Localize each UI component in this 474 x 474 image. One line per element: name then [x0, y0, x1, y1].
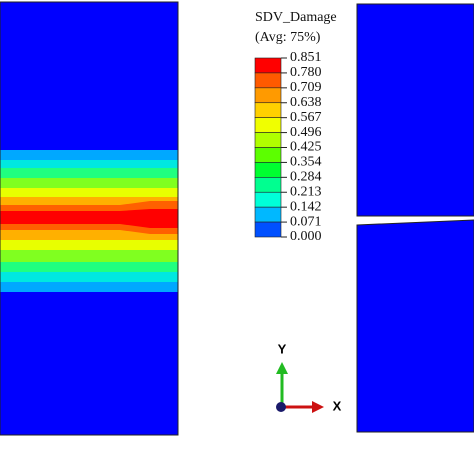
legend-label: 0.425 [290, 140, 322, 155]
legend: SDV_Damage (Avg: 75%) 0.8510.7800.7090.6… [254, 10, 337, 244]
legend-swatch [254, 221, 282, 238]
legend-swatch [254, 132, 282, 148]
legend-label: 0.851 [290, 50, 322, 65]
legend-label: 0.000 [290, 229, 322, 244]
legend-label: 0.213 [290, 184, 322, 199]
legend-swatch [254, 191, 282, 208]
y-axis-label: Y [278, 341, 287, 356]
left-specimen [0, 1, 179, 436]
legend-swatch [254, 177, 282, 193]
legend-label: 0.567 [290, 110, 322, 125]
legend-swatch [254, 162, 282, 178]
legend-label: 0.071 [290, 214, 322, 229]
legend-swatch [254, 117, 282, 133]
legend-label: 0.284 [290, 170, 322, 185]
legend-title: SDV_Damage [255, 10, 337, 25]
legend-label: 0.496 [290, 125, 322, 140]
legend-swatch [254, 206, 282, 223]
legend-swatch [254, 102, 282, 118]
legend-label: 0.354 [290, 155, 322, 170]
legend-label: 0.709 [290, 80, 322, 95]
legend-label: 0.142 [290, 199, 322, 214]
x-axis-label: X [333, 398, 342, 413]
legend-label: 0.638 [290, 95, 322, 110]
legend-subtitle: (Avg: 75%) [255, 30, 321, 45]
legend-swatch [254, 147, 282, 163]
legend-swatch [254, 57, 282, 74]
right-specimen [356, 3, 474, 433]
axis-triad: Y X [276, 341, 342, 413]
legend-swatch [254, 72, 282, 89]
legend-label: 0.780 [290, 65, 322, 80]
legend-swatch [254, 87, 282, 104]
